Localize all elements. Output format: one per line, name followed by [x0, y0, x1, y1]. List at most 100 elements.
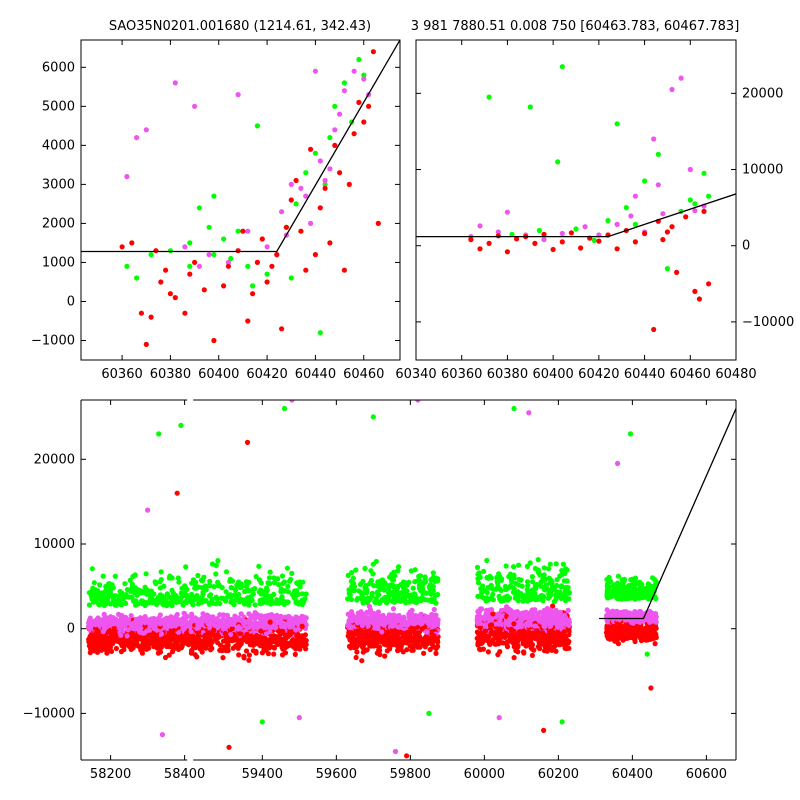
red-point	[279, 326, 285, 332]
magenta-point	[224, 619, 230, 625]
green-point	[279, 594, 285, 600]
green-point	[364, 590, 370, 596]
magenta-point	[419, 620, 425, 627]
red-point	[533, 634, 539, 640]
outlier-point	[145, 507, 151, 513]
magenta-point	[235, 92, 241, 98]
green-point	[211, 193, 217, 199]
green-point	[175, 575, 181, 581]
green-point	[559, 64, 565, 70]
red-point	[532, 630, 538, 636]
green-point	[368, 578, 374, 584]
green-point	[474, 564, 481, 571]
red-point	[532, 240, 538, 246]
magenta-point	[398, 622, 404, 629]
magenta-point	[246, 611, 252, 617]
magenta-point	[200, 611, 206, 617]
magenta-point	[391, 612, 397, 618]
red-point	[259, 236, 265, 242]
green-point	[181, 590, 188, 596]
green-point	[485, 584, 491, 591]
green-point	[256, 577, 262, 583]
magenta-point	[651, 136, 657, 142]
green-point	[642, 178, 648, 184]
red-point	[541, 632, 547, 638]
magenta-point	[353, 618, 359, 624]
magenta-point	[121, 621, 127, 627]
magenta-point	[541, 623, 547, 630]
magenta-point	[110, 621, 116, 627]
green-point	[547, 561, 553, 567]
green-point	[706, 193, 712, 199]
green-point	[312, 150, 318, 156]
magenta-point	[206, 252, 212, 258]
red-point	[293, 177, 299, 184]
red-point	[142, 639, 148, 645]
green-point	[527, 560, 533, 566]
magenta-point	[124, 633, 130, 639]
red-point	[297, 646, 303, 652]
green-point	[189, 594, 195, 600]
green-point	[345, 596, 351, 602]
outlier-point	[174, 490, 180, 496]
red-point	[346, 181, 352, 187]
magenta-point	[263, 631, 269, 637]
red-point	[683, 214, 689, 220]
outlier-point	[370, 414, 376, 420]
red-point	[295, 635, 301, 642]
green-point	[484, 590, 490, 596]
red-point	[521, 628, 527, 634]
magenta-point	[488, 607, 495, 613]
magenta-point	[298, 185, 304, 191]
green-point	[293, 201, 299, 207]
green-point	[273, 600, 279, 606]
magenta-point	[669, 86, 675, 93]
magenta-point	[429, 611, 435, 618]
magenta-point	[687, 166, 693, 173]
green-point	[519, 583, 525, 589]
green-point	[516, 590, 522, 597]
y-tick-label: −1000	[31, 333, 75, 348]
outlier-point	[392, 748, 399, 755]
magenta-point	[168, 623, 174, 629]
red-point	[669, 224, 675, 230]
green-point	[95, 588, 101, 594]
magenta-point	[278, 623, 284, 630]
red-point	[255, 637, 261, 643]
magenta-point	[632, 193, 639, 199]
green-point	[350, 575, 356, 581]
magenta-point	[157, 612, 163, 618]
magenta-point	[220, 616, 226, 622]
green-point	[322, 181, 328, 187]
green-point	[111, 593, 117, 599]
green-point	[196, 205, 202, 211]
x-tick-label: 60460	[343, 367, 384, 382]
magenta-point	[409, 611, 415, 618]
red-point	[192, 259, 198, 265]
magenta-point	[361, 76, 367, 82]
green-point	[475, 580, 482, 586]
green-point	[258, 587, 264, 593]
red-point	[266, 641, 272, 647]
green-point	[229, 598, 235, 604]
green-point	[169, 575, 175, 581]
green-point	[169, 587, 175, 594]
green-point	[350, 581, 356, 588]
green-point	[412, 567, 418, 573]
magenta-point	[322, 177, 328, 184]
green-point	[378, 577, 384, 584]
red-point	[692, 288, 698, 294]
green-point	[143, 601, 149, 607]
green-point	[211, 252, 217, 258]
green-point	[115, 597, 121, 604]
green-point	[278, 586, 284, 592]
green-point	[96, 596, 102, 602]
red-point	[282, 636, 288, 642]
green-point	[409, 592, 415, 598]
magenta-point	[269, 612, 275, 618]
green-point	[265, 580, 271, 586]
green-point	[268, 593, 274, 600]
red-point	[421, 650, 427, 656]
red-point	[235, 248, 241, 254]
green-point	[88, 593, 94, 599]
